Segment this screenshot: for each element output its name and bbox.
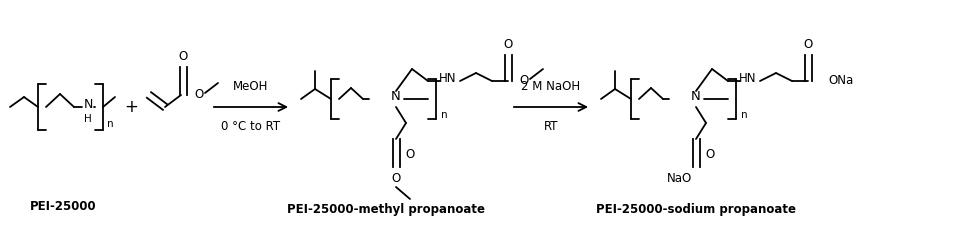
Text: H: H bbox=[84, 114, 92, 124]
Text: RT: RT bbox=[544, 121, 558, 133]
Text: HN: HN bbox=[440, 72, 457, 86]
Text: O: O bbox=[803, 38, 813, 52]
Text: +: + bbox=[124, 98, 138, 116]
Text: N: N bbox=[691, 90, 701, 104]
Text: O: O bbox=[178, 50, 188, 63]
Text: 0 °C to RT: 0 °C to RT bbox=[222, 121, 281, 133]
Text: NaO: NaO bbox=[667, 173, 692, 185]
Text: N: N bbox=[391, 90, 401, 104]
Text: n: n bbox=[107, 119, 114, 129]
Text: 2 M NaOH: 2 M NaOH bbox=[522, 81, 580, 94]
Text: PEI-25000-methyl propanoate: PEI-25000-methyl propanoate bbox=[287, 202, 485, 216]
Text: HN: HN bbox=[739, 72, 757, 86]
Text: O: O bbox=[406, 148, 415, 162]
Text: n: n bbox=[740, 110, 747, 120]
Text: O: O bbox=[706, 148, 714, 162]
Text: MeOH: MeOH bbox=[233, 81, 269, 94]
Text: O: O bbox=[195, 88, 203, 101]
Text: PEI-25000-sodium propanoate: PEI-25000-sodium propanoate bbox=[596, 202, 796, 216]
Text: PEI-25000: PEI-25000 bbox=[30, 200, 96, 214]
Text: ONa: ONa bbox=[828, 74, 853, 88]
Text: N: N bbox=[83, 99, 93, 112]
Text: O: O bbox=[391, 173, 401, 185]
Text: n: n bbox=[441, 110, 447, 120]
Text: O: O bbox=[503, 38, 513, 52]
Text: O: O bbox=[520, 74, 528, 88]
